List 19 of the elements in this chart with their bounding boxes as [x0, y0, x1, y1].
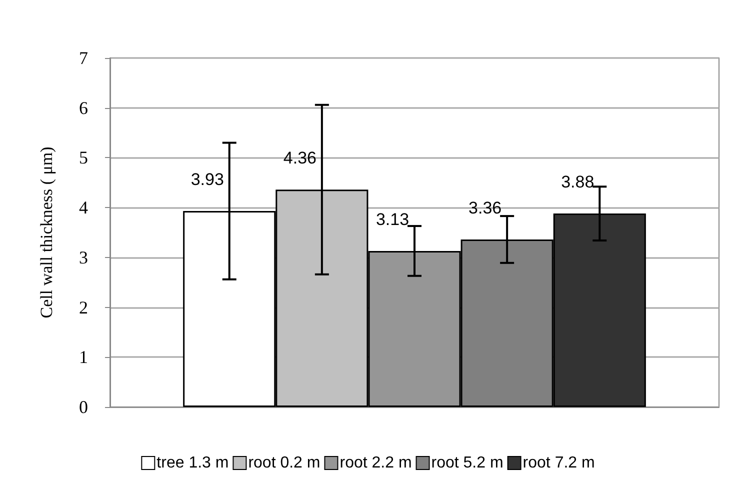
legend-label: root 5.2 m: [431, 454, 504, 472]
data-label: 3.88: [561, 172, 594, 192]
y-tick-label: 5: [79, 148, 88, 168]
y-tick-label: 1: [79, 347, 88, 368]
y-tick-label: 2: [79, 297, 88, 318]
y-axis-title: Cell wall thickness ( μm): [37, 146, 56, 318]
data-label: 3.93: [190, 170, 224, 190]
legend-label: root 7.2 m: [522, 454, 595, 472]
data-label: 3.13: [376, 210, 410, 229]
y-tick-label: 3: [79, 247, 88, 268]
data-label: 4.36: [283, 148, 316, 168]
y-tick-label: 6: [79, 98, 88, 118]
y-tick-label: 0: [79, 397, 88, 417]
legend-label: root 2.2 m: [340, 454, 412, 472]
y-tick-label: 4: [79, 198, 88, 218]
legend-label: root 0.2 m: [248, 454, 320, 472]
legend-label: tree 1.3 m: [156, 454, 229, 472]
y-tick-label: 7: [79, 48, 88, 68]
data-label: 3.36: [468, 198, 502, 218]
